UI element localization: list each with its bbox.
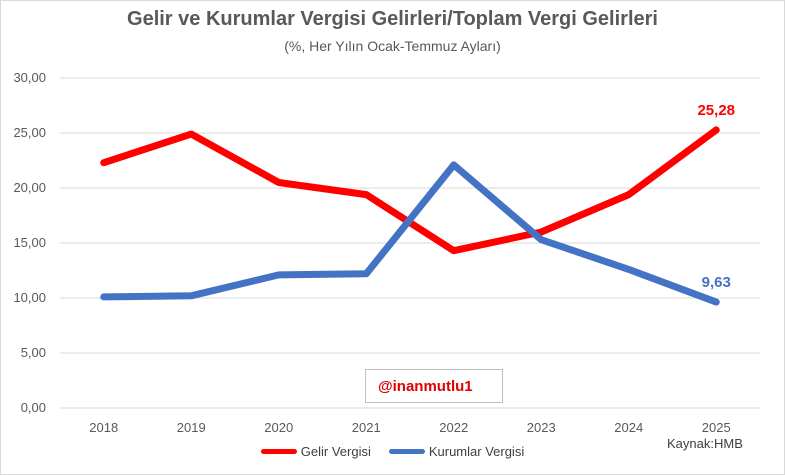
chart-subtitle: (%, Her Yılın Ocak-Temmuz Ayları) bbox=[284, 38, 501, 54]
data-point bbox=[365, 273, 367, 275]
data-point bbox=[628, 194, 630, 196]
data-point bbox=[278, 274, 280, 276]
source-note: Kaynak:HMB bbox=[667, 436, 743, 451]
data-point bbox=[540, 239, 542, 241]
y-tick-label: 25,00 bbox=[13, 125, 46, 140]
y-tick-label: 15,00 bbox=[13, 235, 46, 250]
x-axis-ticks: 2018 2019 2020 2021 2022 2023 2024 2025 bbox=[89, 420, 730, 435]
data-point bbox=[715, 129, 717, 131]
data-label: 9,63 bbox=[702, 274, 731, 291]
series-line-kurumlar bbox=[100, 161, 720, 306]
x-tick-label: 2018 bbox=[89, 420, 118, 435]
x-tick-label: 2022 bbox=[439, 420, 468, 435]
y-tick-label: 20,00 bbox=[13, 180, 46, 195]
data-label: 25,28 bbox=[697, 102, 735, 119]
x-tick-label: 2023 bbox=[527, 420, 556, 435]
series-line-gelir bbox=[100, 126, 720, 255]
legend: Gelir Vergisi Kurumlar Vergisi bbox=[0, 444, 785, 459]
grid-lines bbox=[60, 77, 760, 409]
data-point bbox=[190, 295, 192, 297]
x-tick-label: 2024 bbox=[614, 420, 643, 435]
x-tick-label: 2020 bbox=[264, 420, 293, 435]
legend-swatch-gelir bbox=[260, 449, 297, 454]
x-tick-label: 2019 bbox=[177, 420, 206, 435]
data-point bbox=[278, 182, 280, 183]
data-point bbox=[365, 194, 367, 196]
chart-title: Gelir ve Kurumlar Vergisi Gelirleri/Topl… bbox=[127, 8, 658, 30]
data-point bbox=[103, 162, 105, 164]
x-tick-label: 2025 bbox=[702, 420, 731, 435]
data-point bbox=[540, 231, 542, 233]
x-tick-label: 2021 bbox=[352, 420, 381, 435]
data-point bbox=[715, 301, 717, 303]
legend-label-kurumlar: Kurumlar Vergisi bbox=[428, 444, 525, 459]
watermark: @inanmutlu1 bbox=[365, 369, 503, 403]
y-tick-label: 30,00 bbox=[13, 70, 46, 85]
legend-item-kurumlar: Kurumlar Vergisi bbox=[388, 444, 525, 459]
data-point bbox=[103, 296, 105, 298]
legend-label-gelir: Gelir Vergisi bbox=[300, 444, 371, 459]
series-lines bbox=[100, 126, 720, 306]
data-point bbox=[190, 133, 192, 135]
data-labels: 25,28 9,63 bbox=[697, 102, 735, 291]
legend-item-gelir: Gelir Vergisi bbox=[260, 444, 371, 459]
data-point bbox=[453, 164, 455, 166]
y-axis-ticks: 0,00 5,00 10,00 15,00 20,00 25,00 30,00 bbox=[13, 70, 46, 415]
data-point bbox=[453, 250, 455, 252]
y-tick-label: 0,00 bbox=[21, 400, 46, 415]
y-tick-label: 5,00 bbox=[21, 345, 46, 360]
data-point bbox=[628, 268, 630, 270]
legend-swatch-kurumlar bbox=[388, 449, 425, 454]
y-tick-label: 10,00 bbox=[13, 290, 46, 305]
